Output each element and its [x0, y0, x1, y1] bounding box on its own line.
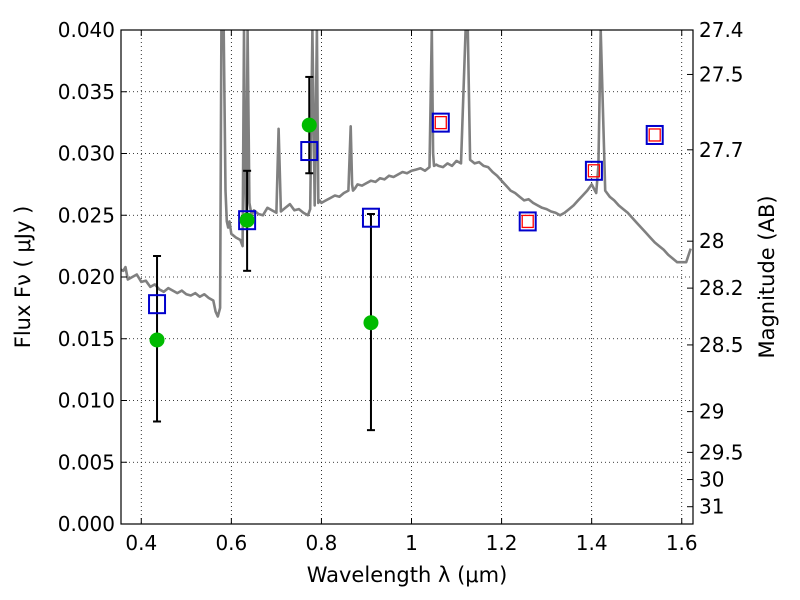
y-axis-label: Flux Fν ( μJy ): [11, 206, 35, 349]
grid-lines: [121, 29, 693, 525]
y-tick-label: 0.030: [58, 142, 115, 166]
y-tick-label: 0.020: [58, 265, 115, 289]
x-tick-label: 1.2: [486, 531, 518, 555]
x-tick-label: 0.6: [215, 531, 247, 555]
spectrum-polyline: [121, 30, 692, 318]
photometry-markers: [148, 75, 664, 432]
blue-square-marker: [300, 141, 319, 162]
mag-tick-label: 28.5: [699, 333, 744, 357]
blue-square-marker: [431, 112, 450, 133]
y-tick-label: 0.010: [58, 389, 115, 413]
x-tick-label: 0.8: [306, 531, 338, 555]
axis-ticks: 0.4 0.6 0.8 1 1.2 1.4 1.6 0.000 0.005 0.010 0.015 0…: [58, 18, 744, 555]
green-circle-marker: [149, 332, 165, 348]
y-tick-label: 0.000: [58, 512, 115, 536]
spectrum-line: [121, 30, 692, 318]
x-tick-label: 1.6: [666, 531, 698, 555]
blue-square-marker: [645, 124, 664, 145]
plot-frame: [120, 29, 694, 525]
green-circle-marker: [239, 212, 255, 228]
mag-tick-label: 27.7: [699, 138, 744, 162]
mag-tick-label: 27.5: [699, 62, 744, 86]
y-tick-label: 0.005: [58, 450, 115, 474]
x-tick-label: 0.4: [125, 531, 157, 555]
y-tick-label: 0.035: [58, 80, 115, 104]
green-circle-marker: [363, 315, 379, 331]
mag-tick-label: 27.4: [699, 18, 744, 42]
y-tick-label: 0.040: [58, 18, 115, 42]
blue-square-marker: [361, 207, 380, 228]
mag-tick-label: 28: [699, 229, 724, 253]
blue-square-marker: [148, 294, 167, 315]
mag-tick-label: 29: [699, 400, 724, 424]
y2-axis-label: Magnitude (AB): [755, 195, 779, 358]
blue-square-marker: [584, 160, 603, 181]
mag-tick-label: 31: [699, 495, 724, 519]
x-tick-label: 1.4: [576, 531, 608, 555]
x-axis-label: Wavelength λ (μm): [307, 563, 508, 587]
blue-square-marker: [238, 210, 257, 231]
red-square-marker: [521, 214, 534, 229]
y-tick-label: 0.015: [58, 327, 115, 351]
red-square-marker: [434, 115, 447, 130]
y-tick-label: 0.025: [58, 203, 115, 227]
mag-tick-label: 28.2: [699, 276, 744, 300]
red-square-marker: [587, 164, 601, 178]
green-circle-marker: [301, 117, 317, 133]
mag-tick-label: 30: [699, 468, 724, 492]
red-square-marker: [648, 128, 661, 142]
blue-square-marker: [518, 211, 537, 232]
x-tick-label: 1: [405, 531, 418, 555]
mag-tick-label: 29.5: [699, 440, 744, 464]
